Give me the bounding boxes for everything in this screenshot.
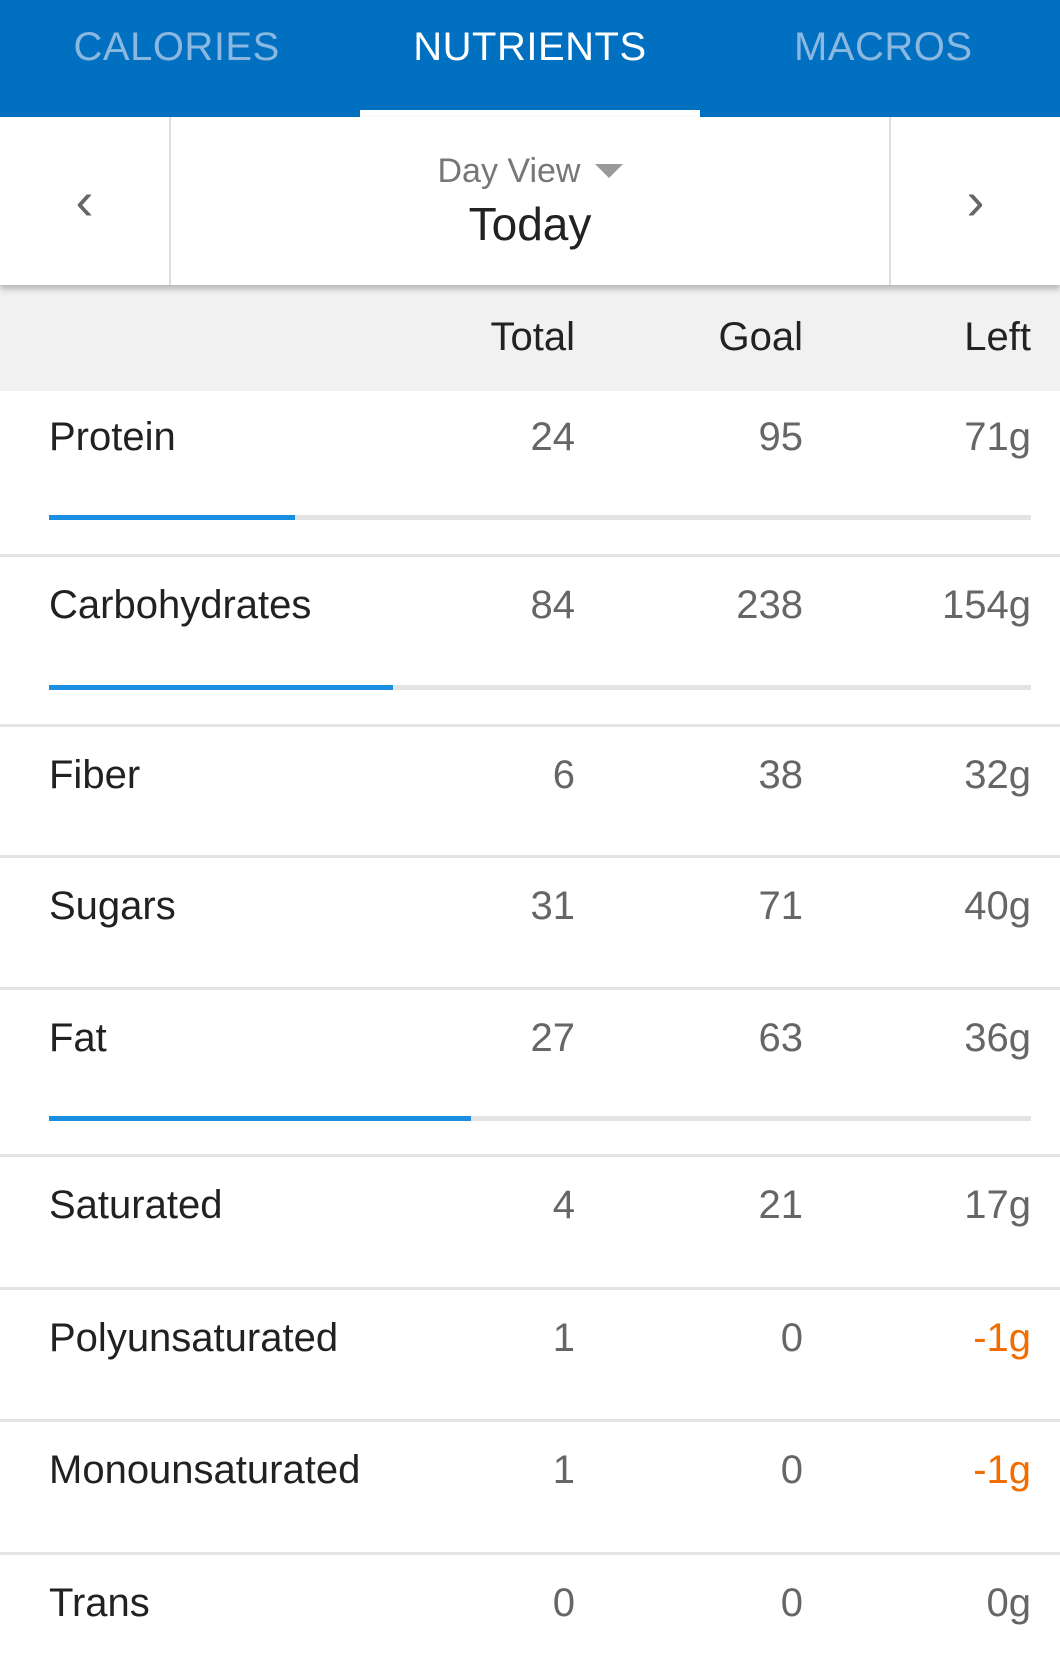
goal-value: 0	[780, 1448, 803, 1492]
left-value: 32g	[964, 753, 1031, 797]
nutrient-name: Fiber	[49, 753, 141, 797]
next-day-button[interactable]: ›	[891, 117, 1060, 285]
total-value: 84	[530, 583, 576, 627]
nutrient-name: Saturated	[49, 1183, 223, 1227]
tab-macros[interactable]: MACROS	[793, 25, 973, 69]
left-value: 36g	[964, 1016, 1031, 1060]
nutrient-name: Sugars	[49, 884, 176, 928]
total-value: 27	[530, 1016, 576, 1060]
left-value: 40g	[964, 884, 1031, 928]
column-header: Total Goal Left	[0, 285, 1060, 391]
total-value: 6	[552, 753, 575, 797]
nutrient-row[interactable]: Fat 27 63 36g	[0, 990, 1060, 1157]
total-value: 4	[552, 1183, 575, 1227]
column-left: Left	[964, 315, 1031, 359]
goal-value: 38	[758, 753, 804, 797]
view-label: Day View	[437, 151, 581, 190]
goal-value: 95	[758, 415, 804, 459]
left-value: -1g	[973, 1316, 1031, 1360]
total-value: 1	[552, 1448, 575, 1492]
tab-bar: CALORIES NUTRIENTS MACROS	[0, 0, 1060, 117]
view-selector[interactable]: Day View Today	[169, 117, 891, 285]
nutrient-row[interactable]: Polyunsaturated 1 0 -1g	[0, 1290, 1060, 1422]
nutrient-name: Polyunsaturated	[49, 1316, 339, 1360]
nutrient-row[interactable]: Protein 24 95 71g	[0, 391, 1060, 557]
progress-bar	[49, 1116, 1031, 1121]
date-navigator: ‹ Day View Today ›	[0, 117, 1060, 285]
chevron-left-icon: ‹	[75, 171, 94, 231]
progress-fill	[49, 685, 393, 690]
total-value: 0	[552, 1581, 575, 1625]
progress-bar	[49, 685, 1031, 690]
left-value: 0g	[986, 1581, 1032, 1625]
column-goal: Goal	[718, 315, 804, 359]
total-value: 31	[530, 884, 576, 928]
goal-value: 71	[758, 884, 804, 928]
view-dropdown[interactable]: Day View	[438, 152, 623, 191]
tab-calories[interactable]: CALORIES	[73, 25, 280, 69]
progress-bar	[49, 515, 1031, 520]
nutrient-name: Trans	[49, 1581, 150, 1625]
nutrient-row[interactable]: Carbohydrates 84 238 154g	[0, 557, 1060, 727]
nutrient-row[interactable]: Trans 0 0 0g	[0, 1555, 1060, 1675]
nutrient-name: Monounsaturated	[49, 1448, 361, 1492]
nutrient-row[interactable]: Fiber 6 38 32g	[0, 727, 1060, 858]
left-value: 154g	[942, 583, 1031, 627]
column-total: Total	[490, 315, 576, 359]
chevron-right-icon: ›	[966, 171, 985, 231]
left-value: 17g	[964, 1183, 1031, 1227]
goal-value: 0	[780, 1581, 803, 1625]
previous-day-button[interactable]: ‹	[0, 117, 169, 285]
goal-value: 63	[758, 1016, 804, 1060]
tab-nutrients[interactable]: NUTRIENTS	[353, 0, 706, 117]
progress-fill	[49, 1116, 472, 1121]
total-value: 24	[530, 415, 576, 459]
goal-value: 238	[736, 583, 803, 627]
dropdown-caret-icon	[594, 164, 623, 178]
progress-fill	[49, 515, 295, 520]
left-value: -1g	[973, 1448, 1031, 1492]
date-label: Today	[468, 197, 592, 250]
left-value: 71g	[964, 415, 1031, 459]
nutrient-name: Fat	[49, 1016, 107, 1060]
nutrient-name: Carbohydrates	[49, 583, 312, 627]
total-value: 1	[552, 1316, 575, 1360]
nutrient-row[interactable]: Monounsaturated 1 0 -1g	[0, 1422, 1060, 1555]
nutrient-name: Protein	[49, 415, 176, 459]
nutrient-row[interactable]: Sugars 31 71 40g	[0, 858, 1060, 990]
goal-value: 0	[780, 1316, 803, 1360]
nutrient-row[interactable]: Saturated 4 21 17g	[0, 1157, 1060, 1290]
goal-value: 21	[758, 1183, 804, 1227]
